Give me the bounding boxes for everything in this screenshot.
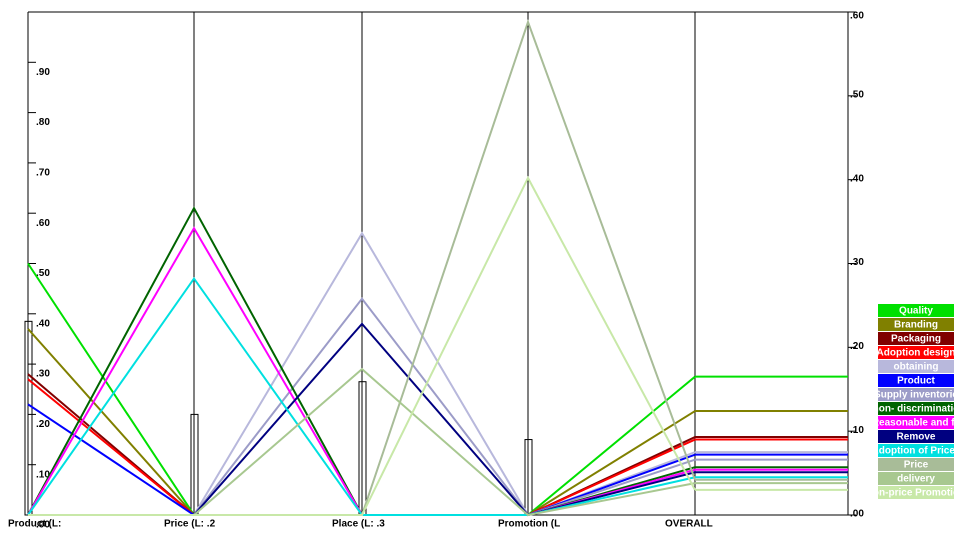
legend-swatch <box>878 444 954 457</box>
legend-swatch <box>878 318 954 331</box>
y2-tick-label: .50 <box>850 89 864 100</box>
y-tick-label: .90 <box>36 67 50 78</box>
x-axis-label: Product (L: <box>8 519 61 530</box>
y-tick-label: .40 <box>36 318 50 329</box>
legend-label: Product <box>897 376 935 387</box>
legend-label: Price <box>904 460 929 471</box>
y-tick-label: .50 <box>36 268 50 279</box>
legend-label: Packaging <box>891 334 941 345</box>
legend-label: Remove <box>897 432 936 443</box>
legend-swatch <box>878 388 954 401</box>
y-tick-label: .10 <box>36 469 50 480</box>
legend-label: Supply inventorie <box>874 390 955 401</box>
legend-swatch <box>878 416 954 429</box>
y2-tick-label: .20 <box>850 341 864 352</box>
y-tick-label: .60 <box>36 218 50 229</box>
y-tick-label: .00 <box>36 520 50 531</box>
legend-label: non-price Promotion <box>867 488 955 499</box>
legend-swatch <box>878 458 954 471</box>
x-axis-label: OVERALL <box>665 519 713 530</box>
legend-label: obtaining <box>894 362 939 373</box>
y-tick-label: .80 <box>36 117 50 128</box>
legend-swatch <box>878 374 954 387</box>
legend-swatch <box>878 486 954 499</box>
legend-label: Adoption design <box>877 348 955 359</box>
legend-label: Branding <box>894 320 938 331</box>
y-tick-label: .70 <box>36 168 50 179</box>
x-axis-label: Promotion (L <box>498 519 560 530</box>
legend-label: Reasonable and fa <box>872 418 955 429</box>
y-tick-label: .30 <box>36 369 50 380</box>
legend-label: Quality <box>899 306 933 317</box>
y2-tick-label: .40 <box>850 173 864 184</box>
x-axis-label: Place (L: .3 <box>332 519 385 530</box>
legend-swatch <box>878 402 954 415</box>
legend-swatch <box>878 430 954 443</box>
alternative-line <box>28 175 696 516</box>
legend-swatch <box>878 304 954 317</box>
y2-tick-label: .10 <box>850 425 864 436</box>
y2-tick-label: .60 <box>850 11 864 22</box>
legend-swatch <box>878 360 954 373</box>
legend-swatch <box>878 346 954 359</box>
y-tick-label: .20 <box>36 419 50 430</box>
x-axis-label: Price (L: .2 <box>164 519 216 530</box>
legend-label: non- discriminatio <box>873 404 955 415</box>
y2-tick-label: .00 <box>850 509 864 520</box>
legend-label: Adoption of Prices <box>872 446 955 457</box>
legend-label: delivery <box>897 474 935 485</box>
y2-tick-label: .30 <box>850 257 864 268</box>
legend-swatch <box>878 472 954 485</box>
legend-swatch <box>878 332 954 345</box>
